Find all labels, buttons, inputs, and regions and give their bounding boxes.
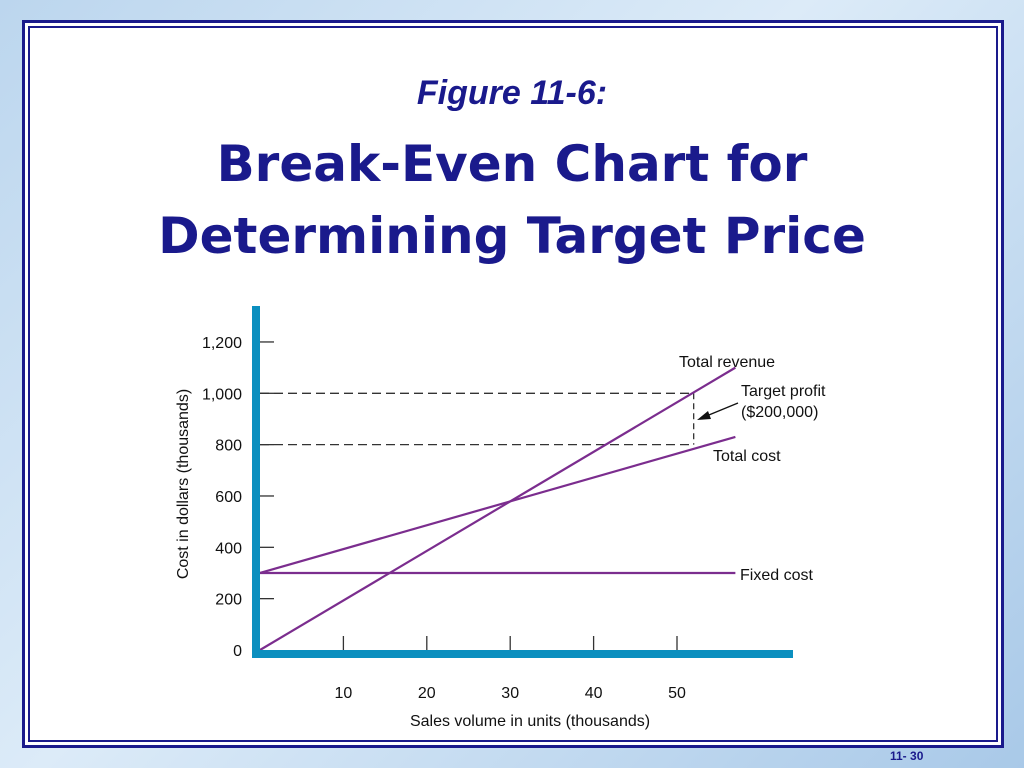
- guide-lines: [260, 392, 695, 446]
- y-tick-label: 1,000: [202, 386, 242, 403]
- total-revenue-label: Total revenue: [679, 354, 775, 371]
- y-tick-label: 400: [215, 540, 242, 557]
- total-cost-label: Total cost: [713, 448, 781, 465]
- x-tick-label: 40: [585, 685, 603, 702]
- y-tick-label: 1,200: [202, 335, 242, 352]
- y-tick-label: 600: [215, 489, 242, 506]
- y-axis-title: Cost in dollars (thousands): [175, 389, 192, 579]
- slide-title: Break-Even Chart for Determining Target …: [0, 128, 1024, 272]
- x-axis-title: Sales volume in units (thousands): [410, 713, 650, 730]
- slide-title-line1: Break-Even Chart for: [216, 135, 808, 193]
- x-tick-label: 10: [335, 685, 353, 702]
- fixed-cost-label: Fixed cost: [740, 567, 813, 584]
- total-revenue-line: [259, 366, 736, 651]
- y-tick-label: 200: [215, 592, 242, 609]
- target-profit-label: Target profit: [741, 383, 826, 400]
- x-ticks: 10 20 30 40 50: [335, 636, 686, 702]
- slide-title-line2: Determining Target Price: [158, 207, 866, 265]
- series-lines: [259, 366, 736, 651]
- y-axis: [252, 306, 260, 658]
- x-axis: [252, 650, 793, 658]
- y-tick-label: 0: [233, 643, 242, 660]
- x-tick-label: 20: [418, 685, 436, 702]
- x-tick-label: 50: [668, 685, 686, 702]
- slide-frame-inner-border: [28, 26, 998, 742]
- x-tick-label: 30: [501, 685, 519, 702]
- y-ticks: 0 200 400 600 800 1,000 1,200: [202, 335, 274, 660]
- target-profit-arrow-shaft: [703, 402, 739, 418]
- target-profit-arrow-head: [697, 411, 711, 420]
- slide-frame: [22, 20, 1004, 748]
- axes: [252, 306, 793, 658]
- series-labels: Total revenue Total cost Fixed cost Target …: [679, 354, 826, 584]
- y-tick-label: 800: [215, 438, 242, 455]
- total-cost-line: [259, 435, 736, 575]
- target-profit-amount-label: ($200,000): [741, 404, 818, 421]
- figure-label: Figure 11-6:: [416, 74, 608, 112]
- slide-number: 11- 30: [890, 749, 924, 763]
